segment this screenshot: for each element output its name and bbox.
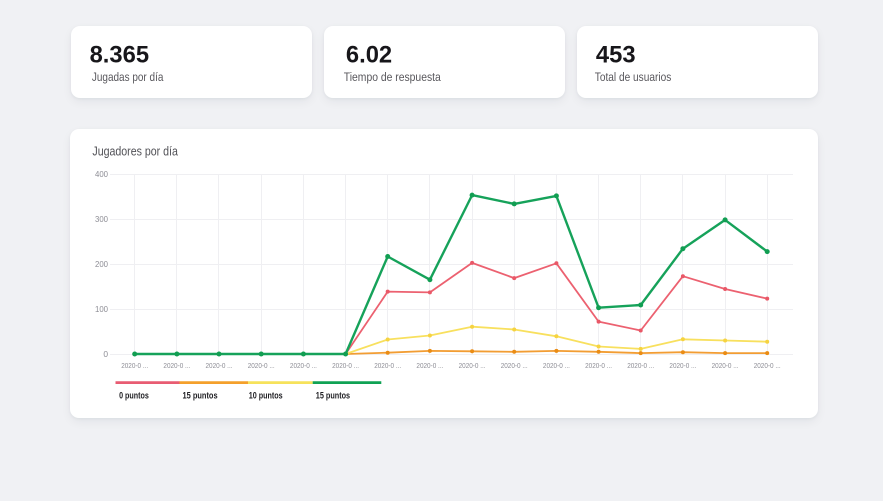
svg-text:15 puntos: 15 puntos — [316, 390, 350, 400]
svg-text:2020-0 ...: 2020-0 ... — [416, 363, 443, 370]
svg-text:Jugadas por día: Jugadas por día — [92, 70, 164, 84]
svg-text:453: 453 — [596, 42, 636, 69]
svg-text:2020-0 ...: 2020-0 ... — [206, 363, 233, 370]
svg-text:2020-0 ...: 2020-0 ... — [543, 363, 570, 370]
svg-text:6.02: 6.02 — [346, 42, 392, 69]
svg-text:15 puntos: 15 puntos — [183, 390, 218, 400]
svg-text:2020-0 ...: 2020-0 ... — [163, 363, 190, 370]
svg-text:2020-0 ...: 2020-0 ... — [290, 363, 317, 370]
svg-text:2020-0 ...: 2020-0 ... — [121, 363, 148, 370]
svg-text:0 puntos: 0 puntos — [119, 390, 149, 400]
svg-text:Jugadores por día: Jugadores por día — [92, 143, 178, 158]
svg-text:2020-0 ...: 2020-0 ... — [585, 363, 612, 370]
svg-text:0: 0 — [103, 349, 108, 359]
svg-text:200: 200 — [95, 259, 108, 269]
svg-text:2020-0 ...: 2020-0 ... — [627, 363, 654, 370]
svg-text:2020-0 ...: 2020-0 ... — [501, 363, 528, 370]
svg-text:8.365: 8.365 — [90, 42, 149, 69]
svg-text:2020-0 ...: 2020-0 ... — [459, 363, 486, 370]
svg-text:400: 400 — [95, 169, 108, 179]
svg-text:2020-0 ...: 2020-0 ... — [669, 363, 696, 370]
svg-text:2020-0 ...: 2020-0 ... — [248, 363, 275, 370]
svg-text:2020-0 ...: 2020-0 ... — [374, 363, 401, 370]
svg-text:2020-0 ...: 2020-0 ... — [712, 363, 739, 370]
svg-text:Tiempo de respuesta: Tiempo de respuesta — [344, 70, 441, 84]
svg-text:100: 100 — [95, 304, 108, 314]
svg-text:2020-0 ...: 2020-0 ... — [332, 363, 359, 370]
svg-text:300: 300 — [95, 214, 108, 224]
svg-text:2020-0 ...: 2020-0 ... — [754, 363, 781, 370]
svg-text:Total de usuarios: Total de usuarios — [595, 70, 672, 84]
svg-text:10 puntos: 10 puntos — [249, 390, 283, 400]
